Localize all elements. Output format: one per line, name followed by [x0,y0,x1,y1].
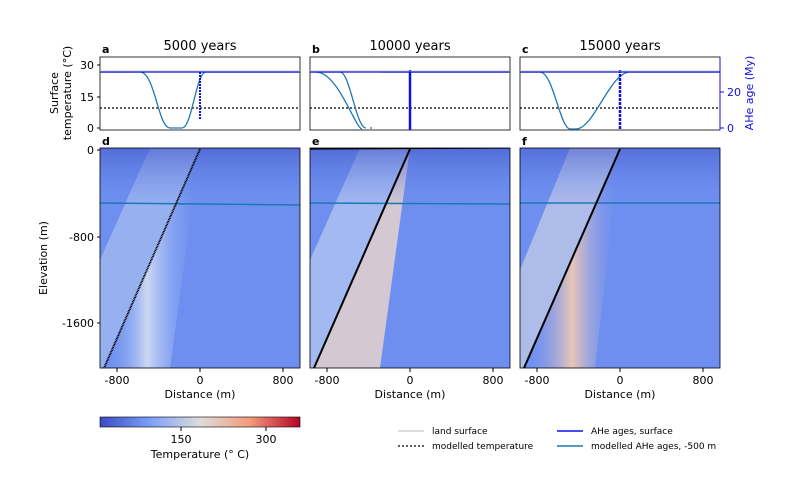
xlabel-e: Distance (m) [375,388,446,401]
xtick-f-neg800: -800 [525,374,550,387]
bottom-left-axis: 0 -800 -1600 Elevation (m) [37,144,100,330]
top-right-axis: 20 0 AHe age (My) [719,56,756,135]
panel-title-b: 10000 years [369,39,450,54]
panel-letter-e: e [312,135,319,148]
top-left-axis: 30 15 0 Surface temperature (°C) [48,46,100,140]
panel-e [310,148,510,368]
xlabel-f: Distance (m) [585,388,656,401]
xtick-d-neg800: -800 [105,374,130,387]
panel-a: a 5000 years [99,39,301,131]
bottom-ytick-1600: -1600 [62,317,94,330]
top-ylabel-line2: temperature (°C) [61,46,74,140]
legend-label-land-surface: land surface [432,427,488,437]
xtick-d-0: 0 [197,374,204,387]
colorbar-tick-150: 150 [171,433,192,446]
xlabel-d: Distance (m) [165,388,236,401]
fault-line-d [103,148,201,368]
panel-letter-c: c [522,43,529,56]
right-ytick-0: 0 [727,122,734,135]
colorbar-label: Temperature (° C) [150,448,249,461]
panel-title-c: 15000 years [579,39,660,54]
ahe-500m-curve-c [520,71,720,130]
top-ytick-15: 15 [80,91,94,104]
right-ylabel: AHe age (My) [743,56,756,131]
xtick-f-0: 0 [617,374,624,387]
xtick-f-800: 800 [693,374,714,387]
bottom-x-axes: -800 0 800 Distance (m) -800 0 800 Dista… [105,368,714,401]
xtick-e-800: 800 [483,374,504,387]
ahe-500m-line-e [310,202,510,205]
colorbar: 150 300 Temperature (° C) [99,416,301,461]
ahe-500m-line-d [100,202,300,206]
right-ytick-20: 20 [727,86,741,99]
xtick-e-0: 0 [407,374,414,387]
bottom-ylabel: Elevation (m) [37,221,50,295]
panel-d [100,148,300,368]
panel-letter-a: a [102,43,109,56]
colorbar-gradient [99,416,301,428]
bottom-ytick-800: -800 [69,231,94,244]
panel-letter-f: f [522,135,527,148]
panel-f [520,148,720,368]
panel-c: c 15000 years [519,39,721,131]
fault-line-f [523,148,621,368]
top-ylabel-line1: Surface [48,72,61,114]
panel-title-a: 5000 years [164,39,237,54]
ahe-500m-curve-b2 [315,71,363,130]
colorbar-tick-300: 300 [256,433,277,446]
legend-label-modelled-temperature: modelled temperature [432,442,534,452]
legend-label-ahe-500m: modelled AHe ages, -500 m [591,442,716,452]
panel-b: b 10000 years [309,39,511,131]
panel-letter-b: b [312,43,320,56]
bottom-ytick-0: 0 [87,144,94,157]
top-ytick-0: 0 [87,122,94,135]
legend: land surface modelled temperature AHe ag… [398,427,716,452]
xtick-e-neg800: -800 [315,374,340,387]
top-ytick-30: 30 [80,59,94,72]
xtick-d-800: 800 [273,374,294,387]
legend-label-ahe-surface: AHe ages, surface [591,427,673,437]
fault-line-e [313,148,411,368]
panel-letter-d: d [102,135,110,148]
